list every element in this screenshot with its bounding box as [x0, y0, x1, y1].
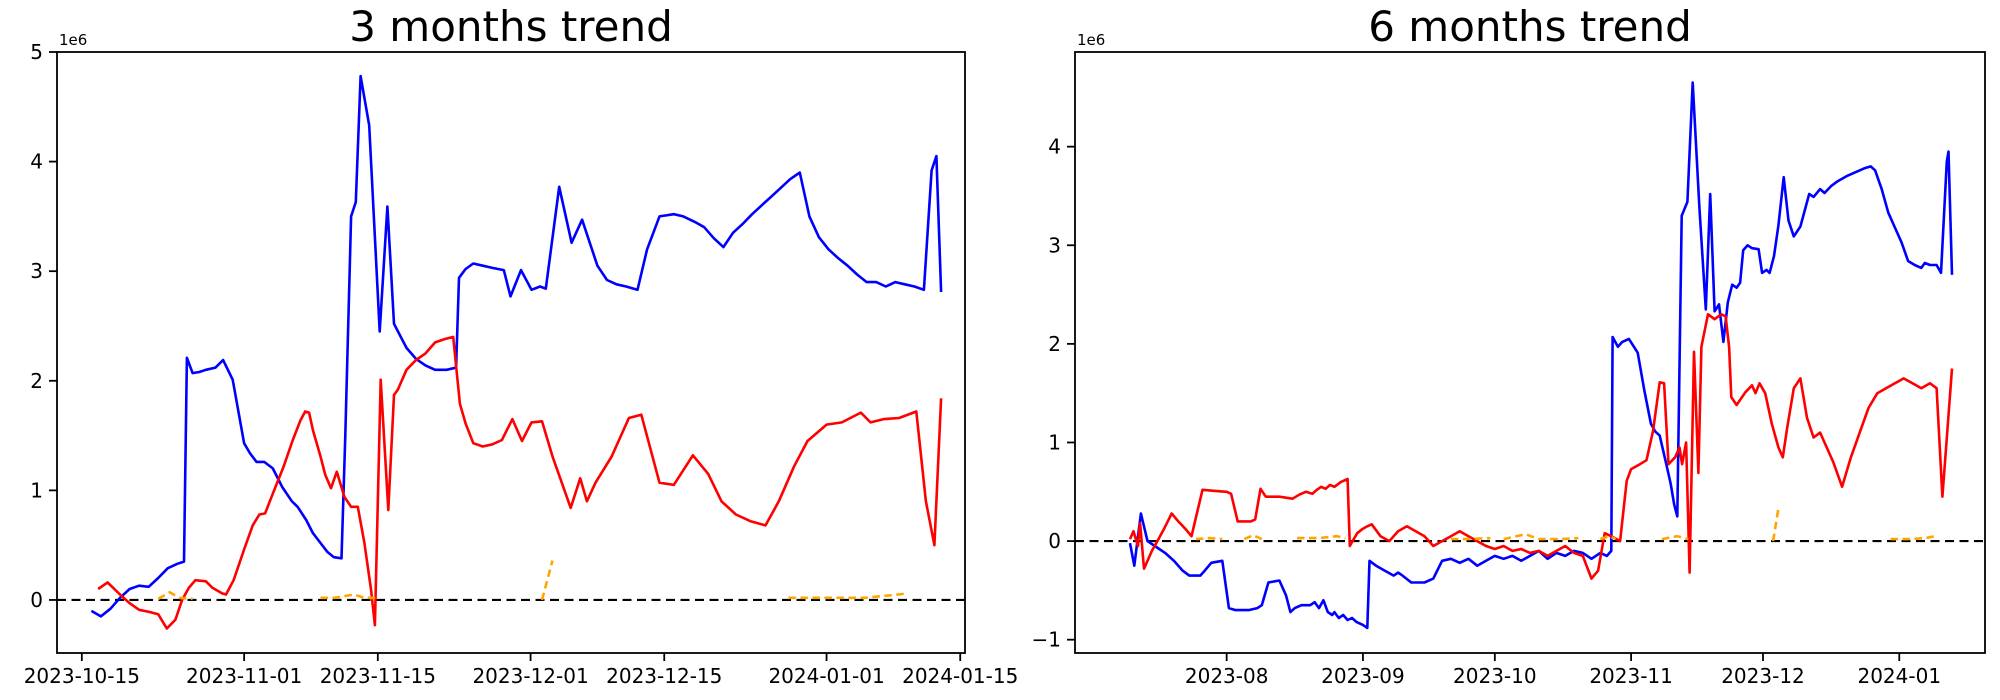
orange-dashed-line	[1503, 532, 1579, 541]
orange-dashed-line	[788, 592, 908, 600]
x-tick-label: 2024-01	[1857, 664, 1941, 688]
y-tick-label: 4	[1048, 135, 1061, 159]
y-axis-offset-label: 1e6	[59, 31, 87, 49]
y-tick-label: 0	[1048, 529, 1061, 553]
y-tick-label: 2	[1048, 332, 1061, 356]
blue-line	[1128, 81, 1954, 630]
x-tick-label: 2023-10	[1453, 664, 1537, 688]
blue-line	[90, 74, 943, 618]
y-tick-label: 0	[30, 588, 43, 612]
red-line	[1128, 312, 1954, 580]
x-tick-label: 2023-10-15	[24, 664, 140, 688]
x-tick-label: 2023-12-01	[472, 664, 588, 688]
orange-dashed-line	[540, 560, 554, 601]
chart-title-3-months: 3 months trend	[349, 2, 673, 51]
orange-dashed-line	[320, 593, 378, 600]
y-tick-label: −1	[1032, 628, 1061, 652]
orange-dashed-line	[1661, 534, 1689, 541]
orange-dashed-line	[157, 590, 193, 601]
x-tick-label: 2023-12-15	[606, 664, 722, 688]
y-tick-label: 2	[30, 369, 43, 393]
orange-dashed-line	[1243, 533, 1263, 541]
orange-dashed-line	[1599, 534, 1617, 541]
y-tick-label: 3	[30, 259, 43, 283]
orange-dashed-line	[1771, 508, 1780, 542]
orange-dashed-line	[1450, 536, 1491, 541]
x-tick-label: 2023-09	[1321, 664, 1405, 688]
red-line	[97, 335, 943, 630]
chart-title-6-months: 6 months trend	[1368, 2, 1692, 51]
y-tick-label: 1	[1048, 430, 1061, 454]
plot-border	[56, 51, 966, 654]
plot-border	[1074, 51, 1986, 654]
x-tick-label: 2024-01-15	[902, 664, 1018, 688]
y-tick-label: 1	[30, 478, 43, 502]
x-tick-label: 2024-01-01	[768, 664, 884, 688]
y-tick-label: 4	[30, 150, 43, 174]
x-tick-label: 2023-11	[1589, 664, 1673, 688]
orange-dashed-line	[1195, 536, 1223, 541]
y-tick-label: 5	[30, 40, 43, 64]
x-tick-label: 2023-11-01	[186, 664, 302, 688]
x-tick-label: 2023-12	[1721, 664, 1805, 688]
y-axis-offset-label: 1e6	[1077, 31, 1105, 49]
x-tick-label: 2023-11-15	[320, 664, 436, 688]
orange-dashed-line	[1297, 534, 1346, 540]
orange-dashed-line	[1890, 534, 1935, 541]
y-tick-label: 3	[1048, 233, 1061, 257]
x-tick-label: 2023-08	[1185, 664, 1269, 688]
